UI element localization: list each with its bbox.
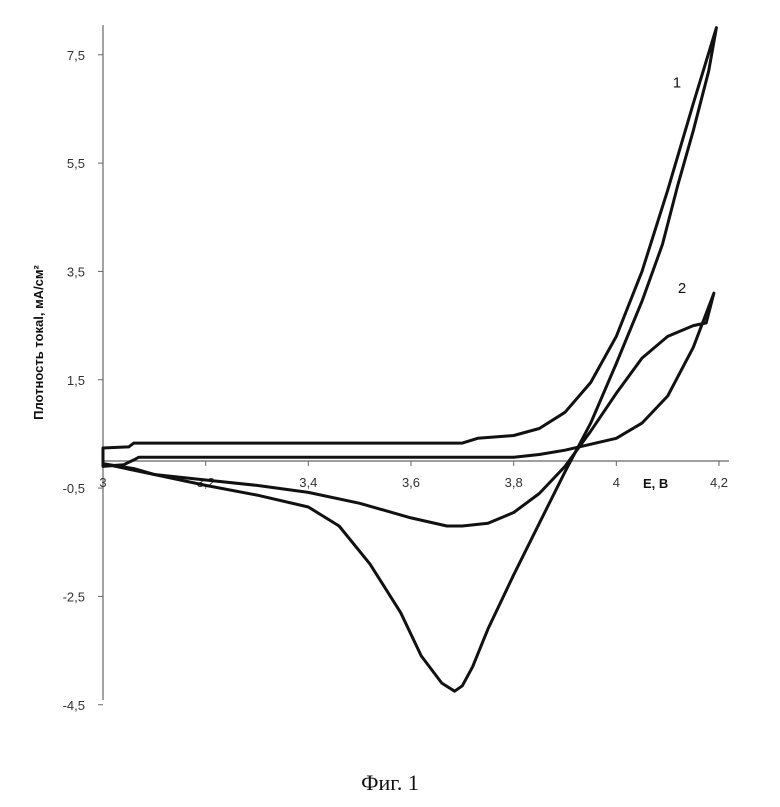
y-ticks: 7,5 5,5 3,5 1,5 -0,5 -2,5 -4,5 <box>63 48 103 713</box>
x-ticks: 33,23,43,63,844,2 <box>99 461 728 490</box>
y-tick-label: -4,5 <box>63 698 85 713</box>
curves <box>103 28 716 692</box>
y-tick-label: -0,5 <box>63 481 85 496</box>
y-tick-label: -2,5 <box>63 589 85 604</box>
y-tick-label: 3,5 <box>67 264 85 279</box>
x-tick-label: 3,8 <box>505 475 523 490</box>
x-axis-title: E, В <box>643 476 668 491</box>
y-tick-label: 5,5 <box>67 156 85 171</box>
curve-1-label: 1 <box>673 74 681 91</box>
x-tick-label: 4,2 <box>710 475 728 490</box>
x-tick-label: 3,4 <box>299 475 317 490</box>
curve-2-label: 2 <box>678 280 686 297</box>
curve-2 <box>103 293 714 526</box>
figure-caption: Фиг. 1 <box>0 770 780 796</box>
x-tick-label: 4 <box>613 475 620 490</box>
y-tick-label: 7,5 <box>67 48 85 63</box>
x-tick-label: 3 <box>99 475 106 490</box>
x-tick-label: 3,6 <box>402 475 420 490</box>
y-tick-label: 1,5 <box>67 373 85 388</box>
y-axis-title: Плотность токаl, мА/см² <box>31 264 46 419</box>
curve-labels: 12 <box>673 74 686 297</box>
curve-1 <box>103 28 716 692</box>
